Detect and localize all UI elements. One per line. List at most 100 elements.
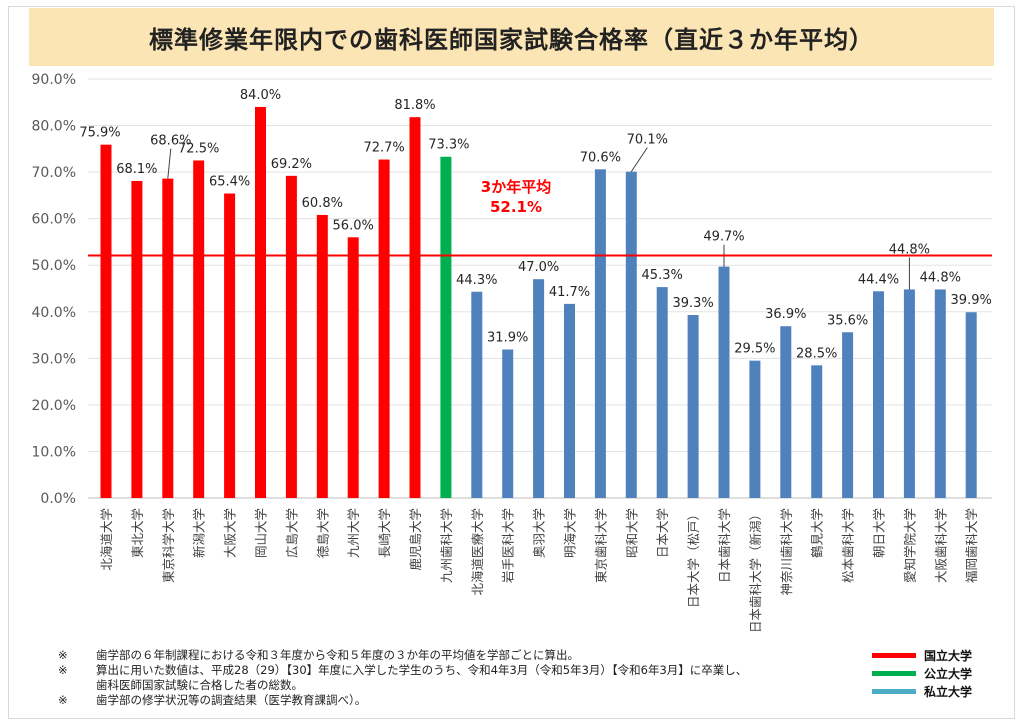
data-label: 44.4% xyxy=(858,272,899,287)
y-tick-label: 50.0% xyxy=(32,258,76,274)
data-label: 44.3% xyxy=(456,273,497,288)
legend-item-private: 私立大学 xyxy=(872,682,1002,700)
category-label: 徳島大学 xyxy=(315,508,330,558)
bar xyxy=(533,279,545,498)
data-label: 35.6% xyxy=(827,313,868,328)
bar xyxy=(842,332,854,498)
bar xyxy=(903,289,915,498)
bar xyxy=(594,169,606,498)
data-label: 28.5% xyxy=(796,346,837,361)
note-text: 歯科医師国家試験に合格した者の総数。 xyxy=(96,678,303,692)
bar xyxy=(934,289,946,498)
note-text: 歯学部の修学状況等の調査結果（医学教育課調べ）。 xyxy=(96,693,367,707)
bar xyxy=(255,106,266,498)
category-label: 岡山大学 xyxy=(254,508,269,558)
data-label: 81.8% xyxy=(394,98,435,113)
legend-swatch-national xyxy=(872,652,916,658)
bar xyxy=(780,326,792,498)
category-label: 広島大学 xyxy=(284,508,299,558)
category-label: 鹿児島大学 xyxy=(408,508,423,571)
category-label: 愛知学院大学 xyxy=(902,508,917,583)
category-label: 松本歯科大学 xyxy=(841,508,856,583)
bar xyxy=(873,291,884,498)
category-label: 日本歯科大学（新潟） xyxy=(748,508,763,633)
data-label: 31.9% xyxy=(487,330,528,345)
footnote-1: ※ 歯学部の６年制課程における令和３年度から令和５年度の３か年の平均値を学部ごと… xyxy=(58,648,848,663)
data-label: 70.6% xyxy=(580,150,621,165)
data-label: 70.1% xyxy=(627,133,668,148)
category-label: 神奈川歯科大学 xyxy=(779,508,794,596)
y-tick-label: 80.0% xyxy=(32,119,76,135)
chart-title: 標準修業年限内での歯科医師国家試験合格率（直近３か年平均） xyxy=(149,25,874,54)
bar xyxy=(749,360,761,498)
bar xyxy=(316,214,328,499)
data-label: 45.3% xyxy=(642,268,683,283)
legend-swatch-private xyxy=(872,688,916,694)
category-label: 奥羽大学 xyxy=(532,508,547,558)
footnote-2: ※ 算出に用いた数値は、平成28（29）【30】年度に入学した学生のうち、令和4… xyxy=(58,663,848,678)
average-label-title: 3か年平均 xyxy=(481,178,551,196)
category-label: 日本歯科大学 xyxy=(717,508,732,583)
legend-swatch-public xyxy=(872,670,916,676)
category-label: 新潟大学 xyxy=(192,508,207,558)
category-label: 昭和大学 xyxy=(624,508,639,558)
category-label: 九州歯科大学 xyxy=(439,508,454,583)
data-label: 39.3% xyxy=(672,296,713,311)
y-tick-label: 0.0% xyxy=(40,491,76,507)
y-tick-label: 40.0% xyxy=(32,305,76,321)
bar xyxy=(656,287,668,498)
y-tick-label: 60.0% xyxy=(32,212,76,228)
data-label: 60.8% xyxy=(302,196,343,211)
bar xyxy=(193,160,205,498)
note-text: 算出に用いた数値は、平成28（29）【30】年度に入学した学生のうち、令和4年3… xyxy=(96,663,748,677)
bar xyxy=(564,303,575,498)
label-leader-line xyxy=(167,148,172,179)
data-label: 44.8% xyxy=(889,242,930,257)
data-label: 65.4% xyxy=(209,175,250,190)
average-label-value: 52.1% xyxy=(490,198,542,216)
footnotes: ※ 歯学部の６年制課程における令和３年度から令和５年度の３か年の平均値を学部ごと… xyxy=(58,648,848,708)
category-label: 長崎大学 xyxy=(377,508,392,558)
data-label: 75.9% xyxy=(79,126,120,141)
bar xyxy=(100,144,112,499)
category-label: 東北大学 xyxy=(130,508,145,558)
category-label: 鶴見大学 xyxy=(810,508,825,558)
legend-label-national: 国立大学 xyxy=(924,648,973,663)
legend-label-private: 私立大学 xyxy=(924,684,973,699)
bar xyxy=(378,159,390,498)
data-label: 73.3% xyxy=(428,138,469,153)
bar xyxy=(471,291,483,498)
data-label: 69.2% xyxy=(271,157,312,172)
y-tick-label: 90.0% xyxy=(32,72,76,88)
bar xyxy=(131,180,143,498)
note-mark: ※ xyxy=(58,648,68,662)
y-tick-label: 30.0% xyxy=(32,351,76,367)
data-label: 72.7% xyxy=(363,141,404,156)
data-label: 44.8% xyxy=(920,270,961,285)
bar xyxy=(409,117,421,499)
category-label: 北海道医療大学 xyxy=(470,508,485,596)
category-label: 大阪大学 xyxy=(223,508,238,558)
bar xyxy=(285,175,297,498)
category-label: 岩手医科大学 xyxy=(501,508,516,583)
category-label: 朝日大学 xyxy=(872,508,887,558)
data-label: 68.6% xyxy=(150,134,191,149)
note-text: 歯学部の６年制課程における令和３年度から令和５年度の３か年の平均値を学部ごとに算… xyxy=(96,648,579,662)
bar xyxy=(718,266,730,498)
footnote-2-continued: 歯科医師国家試験に合格した者の総数。 xyxy=(58,678,848,693)
bar xyxy=(502,349,514,498)
category-label: 日本大学（松戸） xyxy=(686,508,701,608)
category-label: 日本大学 xyxy=(655,508,670,558)
bar xyxy=(347,237,359,499)
bar xyxy=(965,312,977,498)
note-mark: ※ xyxy=(58,693,68,707)
bar-chart: 0.0% 10.0% 20.0% 30.0% 40.0% 50.0% 60.0% 70.0% 8… xyxy=(32,72,992,633)
title-banner: 標準修業年限内での歯科医師国家試験合格率（直近３か年平均） xyxy=(29,8,994,66)
data-label: 47.0% xyxy=(518,260,559,275)
legend-item-public: 公立大学 xyxy=(872,664,1002,682)
bar xyxy=(625,171,637,498)
legend-label-public: 公立大学 xyxy=(924,666,973,681)
data-label: 56.0% xyxy=(333,218,374,233)
bar xyxy=(224,193,236,498)
data-label: 84.0% xyxy=(240,88,281,103)
